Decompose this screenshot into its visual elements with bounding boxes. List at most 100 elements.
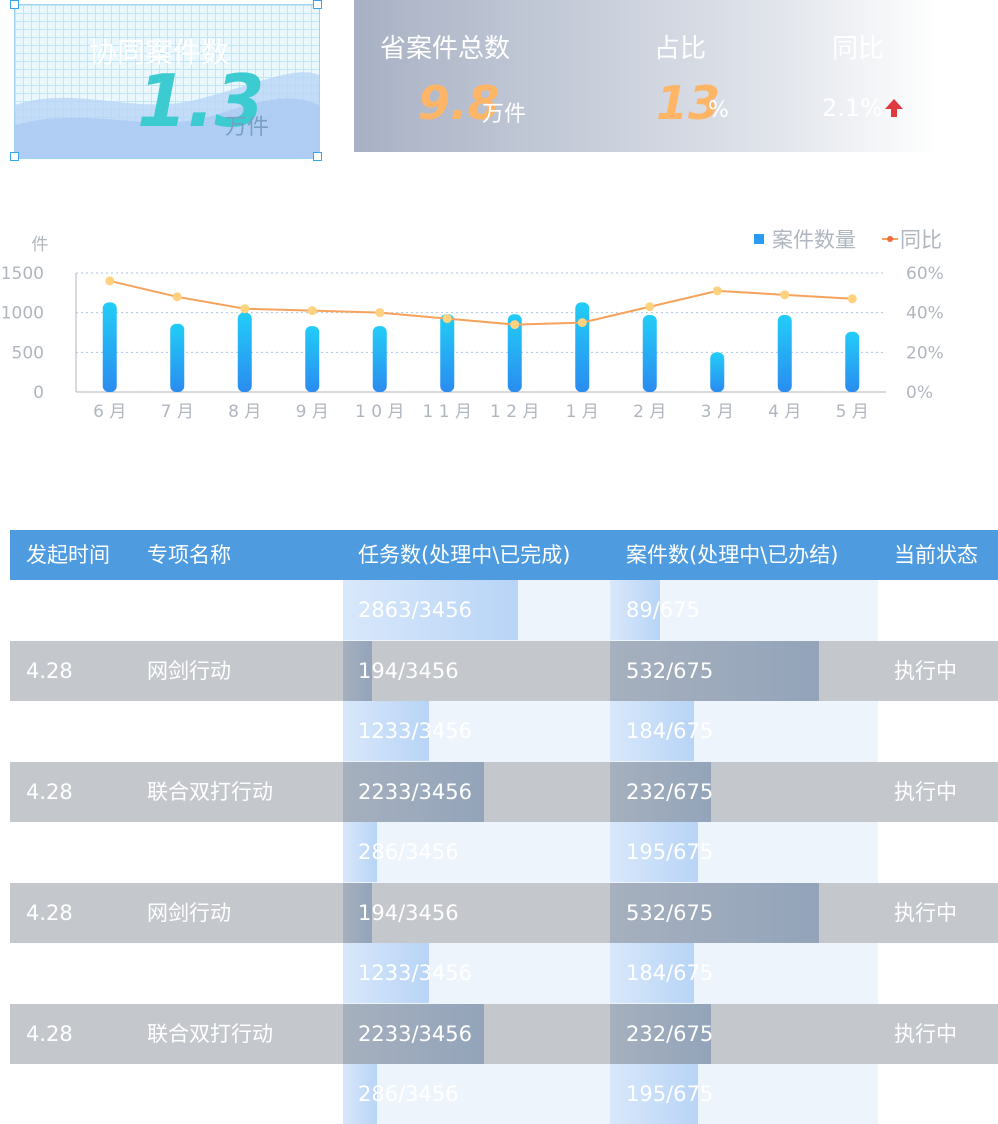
x-tick-label: 7 月 [161, 402, 194, 422]
unit: 万件 [482, 102, 527, 127]
bar [237, 312, 252, 392]
y2-tick-label: 60% [906, 264, 944, 284]
cell: 532/675 [626, 658, 714, 683]
progress-bar [343, 580, 519, 640]
progress-bar [610, 1003, 712, 1064]
x-tick-label: 6 月 [93, 402, 126, 422]
row-bg [10, 1003, 998, 1064]
cell: 1233/3456 [358, 719, 472, 743]
x-tick-label: 1 1 月 [423, 402, 472, 422]
x-tick-label: 1 0 月 [355, 402, 404, 422]
cell: 532/675 [626, 900, 714, 925]
progress-bar [610, 701, 694, 761]
wave [15, 72, 319, 158]
cell: 286/3456 [358, 840, 459, 864]
bar [170, 323, 185, 392]
progress-bar [343, 882, 372, 943]
bar [440, 314, 455, 392]
cell: 4.28 [26, 658, 73, 683]
handle [10, 152, 19, 161]
progress-bar [610, 1064, 698, 1124]
progress-bar [343, 701, 429, 761]
y2-tick-label: 20% [906, 343, 944, 363]
cell: 286/3456 [358, 1082, 459, 1106]
header-row [10, 530, 998, 580]
header-cell: 任务数(处理中\已完成) [358, 543, 571, 567]
progress-bar [343, 822, 377, 882]
cell: 4.28 [26, 779, 73, 804]
table: 发起时间 专项名称 任务数(处理中\已完成) 案件数(处理中\已办结) 当前状态 2863… [0, 530, 998, 1124]
cell: 网剑行动 [147, 658, 231, 683]
cell: 执行中 [894, 779, 957, 804]
line [109, 279, 853, 326]
point [307, 306, 317, 316]
header-cell: 发起时间 [26, 543, 110, 567]
x-tick-label: 1 2 月 [490, 402, 539, 422]
bar [102, 302, 117, 392]
card-value: 1.3 [137, 59, 265, 143]
bar [845, 331, 860, 392]
y-tick-label: 0 [33, 383, 44, 403]
point [577, 318, 587, 328]
legend-label: 同比 [900, 228, 942, 252]
cell: 195/675 [626, 1082, 714, 1106]
stat-card: 省案件总数 9.8 万件 占比 13 % 同比 2.1% [354, 0, 940, 152]
value: 9.8 [418, 76, 500, 130]
legend-swatch [754, 234, 764, 244]
point [172, 292, 182, 302]
row-bg [10, 640, 998, 701]
stat-card: 协同案件数 1.3 万件 [14, 4, 320, 159]
cell: 联合双打行动 [147, 779, 273, 804]
x-tick-label: 5 月 [836, 402, 869, 422]
chart: 件 0 500 1000 1500 0% 20% 40% 60% 6 月 7 月 8 月 9 月 1 0… [1, 228, 944, 422]
cell: 184/675 [626, 961, 714, 985]
progress-bar [610, 640, 819, 701]
progress-bar [610, 761, 712, 822]
point [375, 308, 385, 318]
value: 13 [656, 76, 721, 130]
cell: 195/675 [626, 840, 714, 864]
label: 省案件总数 [380, 34, 511, 64]
header-cell: 当前状态 [894, 543, 978, 567]
point [510, 320, 520, 330]
progress-bar [610, 882, 819, 943]
cell: 2233/3456 [358, 1021, 472, 1046]
point [847, 294, 857, 304]
cell: 执行中 [894, 900, 957, 925]
cell: 2863/3456 [358, 598, 472, 622]
progress-bar [343, 640, 372, 701]
y-tick-label: 1000 [1, 304, 44, 324]
cell: 232/675 [626, 779, 714, 804]
value: 2.1% [822, 94, 883, 122]
cell: 232/675 [626, 1021, 714, 1046]
row-bg [10, 761, 998, 822]
cell: 1233/3456 [358, 961, 472, 985]
point [712, 286, 722, 296]
progress-bar [343, 761, 484, 822]
progress-bar [343, 1064, 377, 1124]
bar [575, 302, 590, 392]
legend-swatch [887, 236, 893, 242]
bar [642, 315, 657, 392]
y2-tick-label: 0% [906, 383, 933, 403]
label: 占比 [654, 34, 707, 64]
header-cell: 专项名称 [147, 543, 231, 567]
y2-tick-label: 40% [906, 304, 944, 324]
label: 同比 [832, 34, 885, 64]
progress-bar [343, 1003, 484, 1064]
y-axis-label: 件 [32, 235, 49, 255]
cell: 网剑行动 [147, 900, 231, 925]
y-tick-label: 1500 [1, 264, 44, 284]
progress-bar [343, 943, 429, 1003]
point [105, 276, 115, 286]
unit: % [708, 98, 729, 123]
cell: 4.28 [26, 1021, 73, 1046]
cell: 执行中 [894, 658, 957, 683]
bar [305, 326, 320, 392]
bar [372, 326, 387, 392]
x-tick-label: 9 月 [296, 402, 329, 422]
handle [313, 0, 322, 9]
cell: 89/675 [626, 598, 700, 622]
bar [507, 314, 522, 392]
point [645, 302, 655, 312]
